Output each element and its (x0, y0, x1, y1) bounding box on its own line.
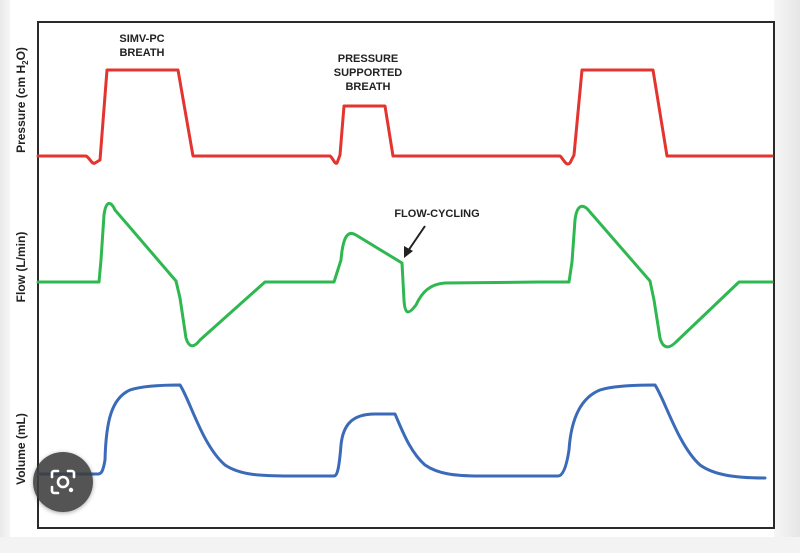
page-bottom-edge (0, 537, 800, 553)
camera-lens-icon (50, 469, 76, 495)
pressure-axis-label: Pressure (cm H2O) (14, 47, 30, 153)
page-right-edge (774, 0, 800, 553)
flow-cycling-label: FLOW-CYCLING (394, 208, 479, 220)
pressure-axis-label-main: Pressure (cm H (14, 65, 28, 153)
flow-waveform (36, 202, 774, 349)
simv-pc-label-line1: SIMV-PC (119, 33, 164, 45)
image-search-lens-button[interactable] (33, 452, 93, 512)
pressure-axis-label-end: O) (14, 47, 28, 60)
volume-axis-label: Volume (mL) (14, 413, 28, 485)
pressure-axis-label-sub: 2 (21, 60, 30, 65)
simv-pc-label-line2: BREATH (119, 47, 164, 59)
pressure-supported-label-line2: SUPPORTED (334, 67, 403, 79)
pressure-waveform (36, 68, 774, 166)
figure-frame (37, 21, 775, 529)
pressure-supported-label-line3: BREATH (345, 81, 390, 93)
page-left-edge (0, 0, 10, 553)
pressure-supported-label-line1: PRESSURE (338, 53, 399, 65)
flow-axis-label: Flow (L/min) (14, 232, 28, 303)
flow-cycling-arrow (404, 225, 426, 258)
volume-waveform (36, 383, 767, 480)
